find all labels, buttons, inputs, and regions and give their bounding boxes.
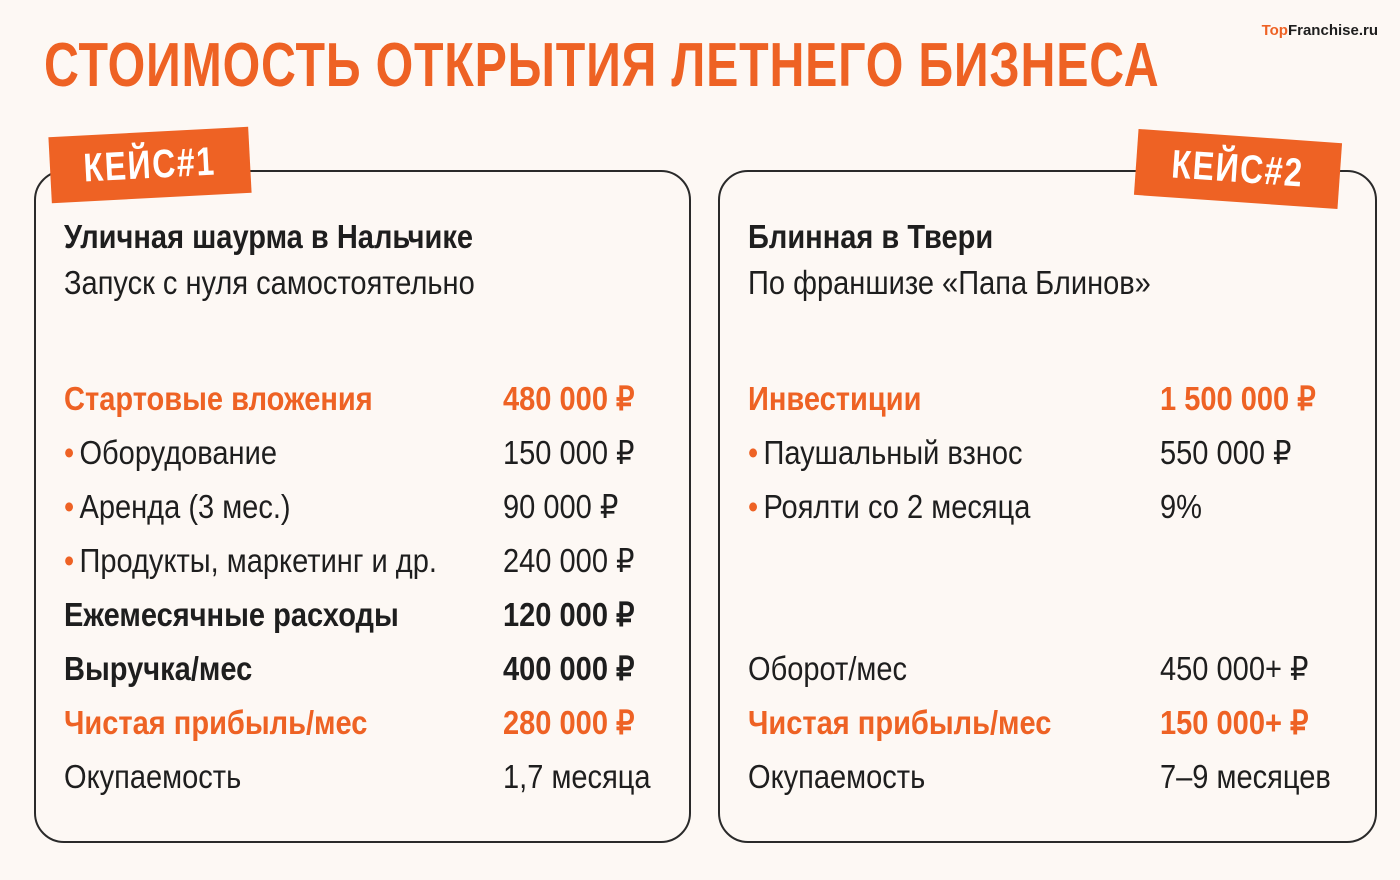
bullet-icon: • bbox=[64, 542, 75, 579]
bullet-icon: • bbox=[64, 434, 75, 471]
row-value: 480 000 ₽ bbox=[503, 380, 635, 417]
row-label: • Паушальный взнос bbox=[748, 434, 1023, 471]
row-value: 450 000+ ₽ bbox=[1160, 650, 1309, 687]
row-value: 9% bbox=[1160, 488, 1202, 525]
case1-card bbox=[34, 170, 691, 843]
row-label: Чистая прибыль/мес bbox=[64, 704, 368, 741]
row-label: Инвестиции bbox=[748, 380, 922, 417]
row-label: Стартовые вложения bbox=[64, 380, 373, 417]
row-label: Чистая прибыль/мес bbox=[748, 704, 1052, 741]
row-value: 1 500 000 ₽ bbox=[1160, 380, 1316, 417]
row-value: 1,7 месяца bbox=[503, 758, 651, 795]
row-value: 400 000 ₽ bbox=[503, 650, 635, 687]
row-label: Выручка/мес bbox=[64, 650, 253, 687]
row-value: 90 000 ₽ bbox=[503, 488, 619, 525]
row-label: • Продукты, маркетинг и др. bbox=[64, 542, 437, 579]
row-value: 120 000 ₽ bbox=[503, 596, 635, 633]
bullet-icon: • bbox=[64, 488, 75, 525]
row-value: 150 000 ₽ bbox=[503, 434, 635, 471]
case1-subtitle: Запуск с нуля самостоятельно bbox=[64, 264, 475, 301]
row-value: 7–9 месяцев bbox=[1160, 758, 1331, 795]
case1-tag: КЕЙС#1 bbox=[48, 126, 252, 204]
row-label: Окупаемость bbox=[748, 758, 926, 795]
row-value: 240 000 ₽ bbox=[503, 542, 635, 579]
row-label: Оборот/мес bbox=[748, 650, 908, 687]
row-value: 280 000 ₽ bbox=[503, 704, 635, 741]
case2-card bbox=[718, 170, 1377, 843]
row-label: • Роялти со 2 месяца bbox=[748, 488, 1031, 525]
case2-subtitle: По франшизе «Папа Блинов» bbox=[748, 264, 1151, 301]
row-value: 550 000 ₽ bbox=[1160, 434, 1292, 471]
row-label: • Оборудование bbox=[64, 434, 277, 471]
row-label: • Аренда (3 мес.) bbox=[64, 488, 291, 525]
case2-tag: КЕЙС#2 bbox=[1133, 128, 1343, 210]
row-label: Ежемесячные расходы bbox=[64, 596, 399, 633]
row-value: 150 000+ ₽ bbox=[1160, 704, 1309, 741]
logo: TopFranchise.ru bbox=[1261, 22, 1378, 39]
row-label: Окупаемость bbox=[64, 758, 242, 795]
bullet-icon: • bbox=[748, 434, 759, 471]
bullet-icon: • bbox=[748, 488, 759, 525]
case2-name: Блинная в Твери bbox=[748, 218, 994, 255]
case1-name: Уличная шаурма в Нальчике bbox=[64, 218, 474, 255]
page-title: СТОИМОСТЬ ОТКРЫТИЯ ЛЕТНЕГО БИЗНЕСА bbox=[44, 31, 1160, 100]
